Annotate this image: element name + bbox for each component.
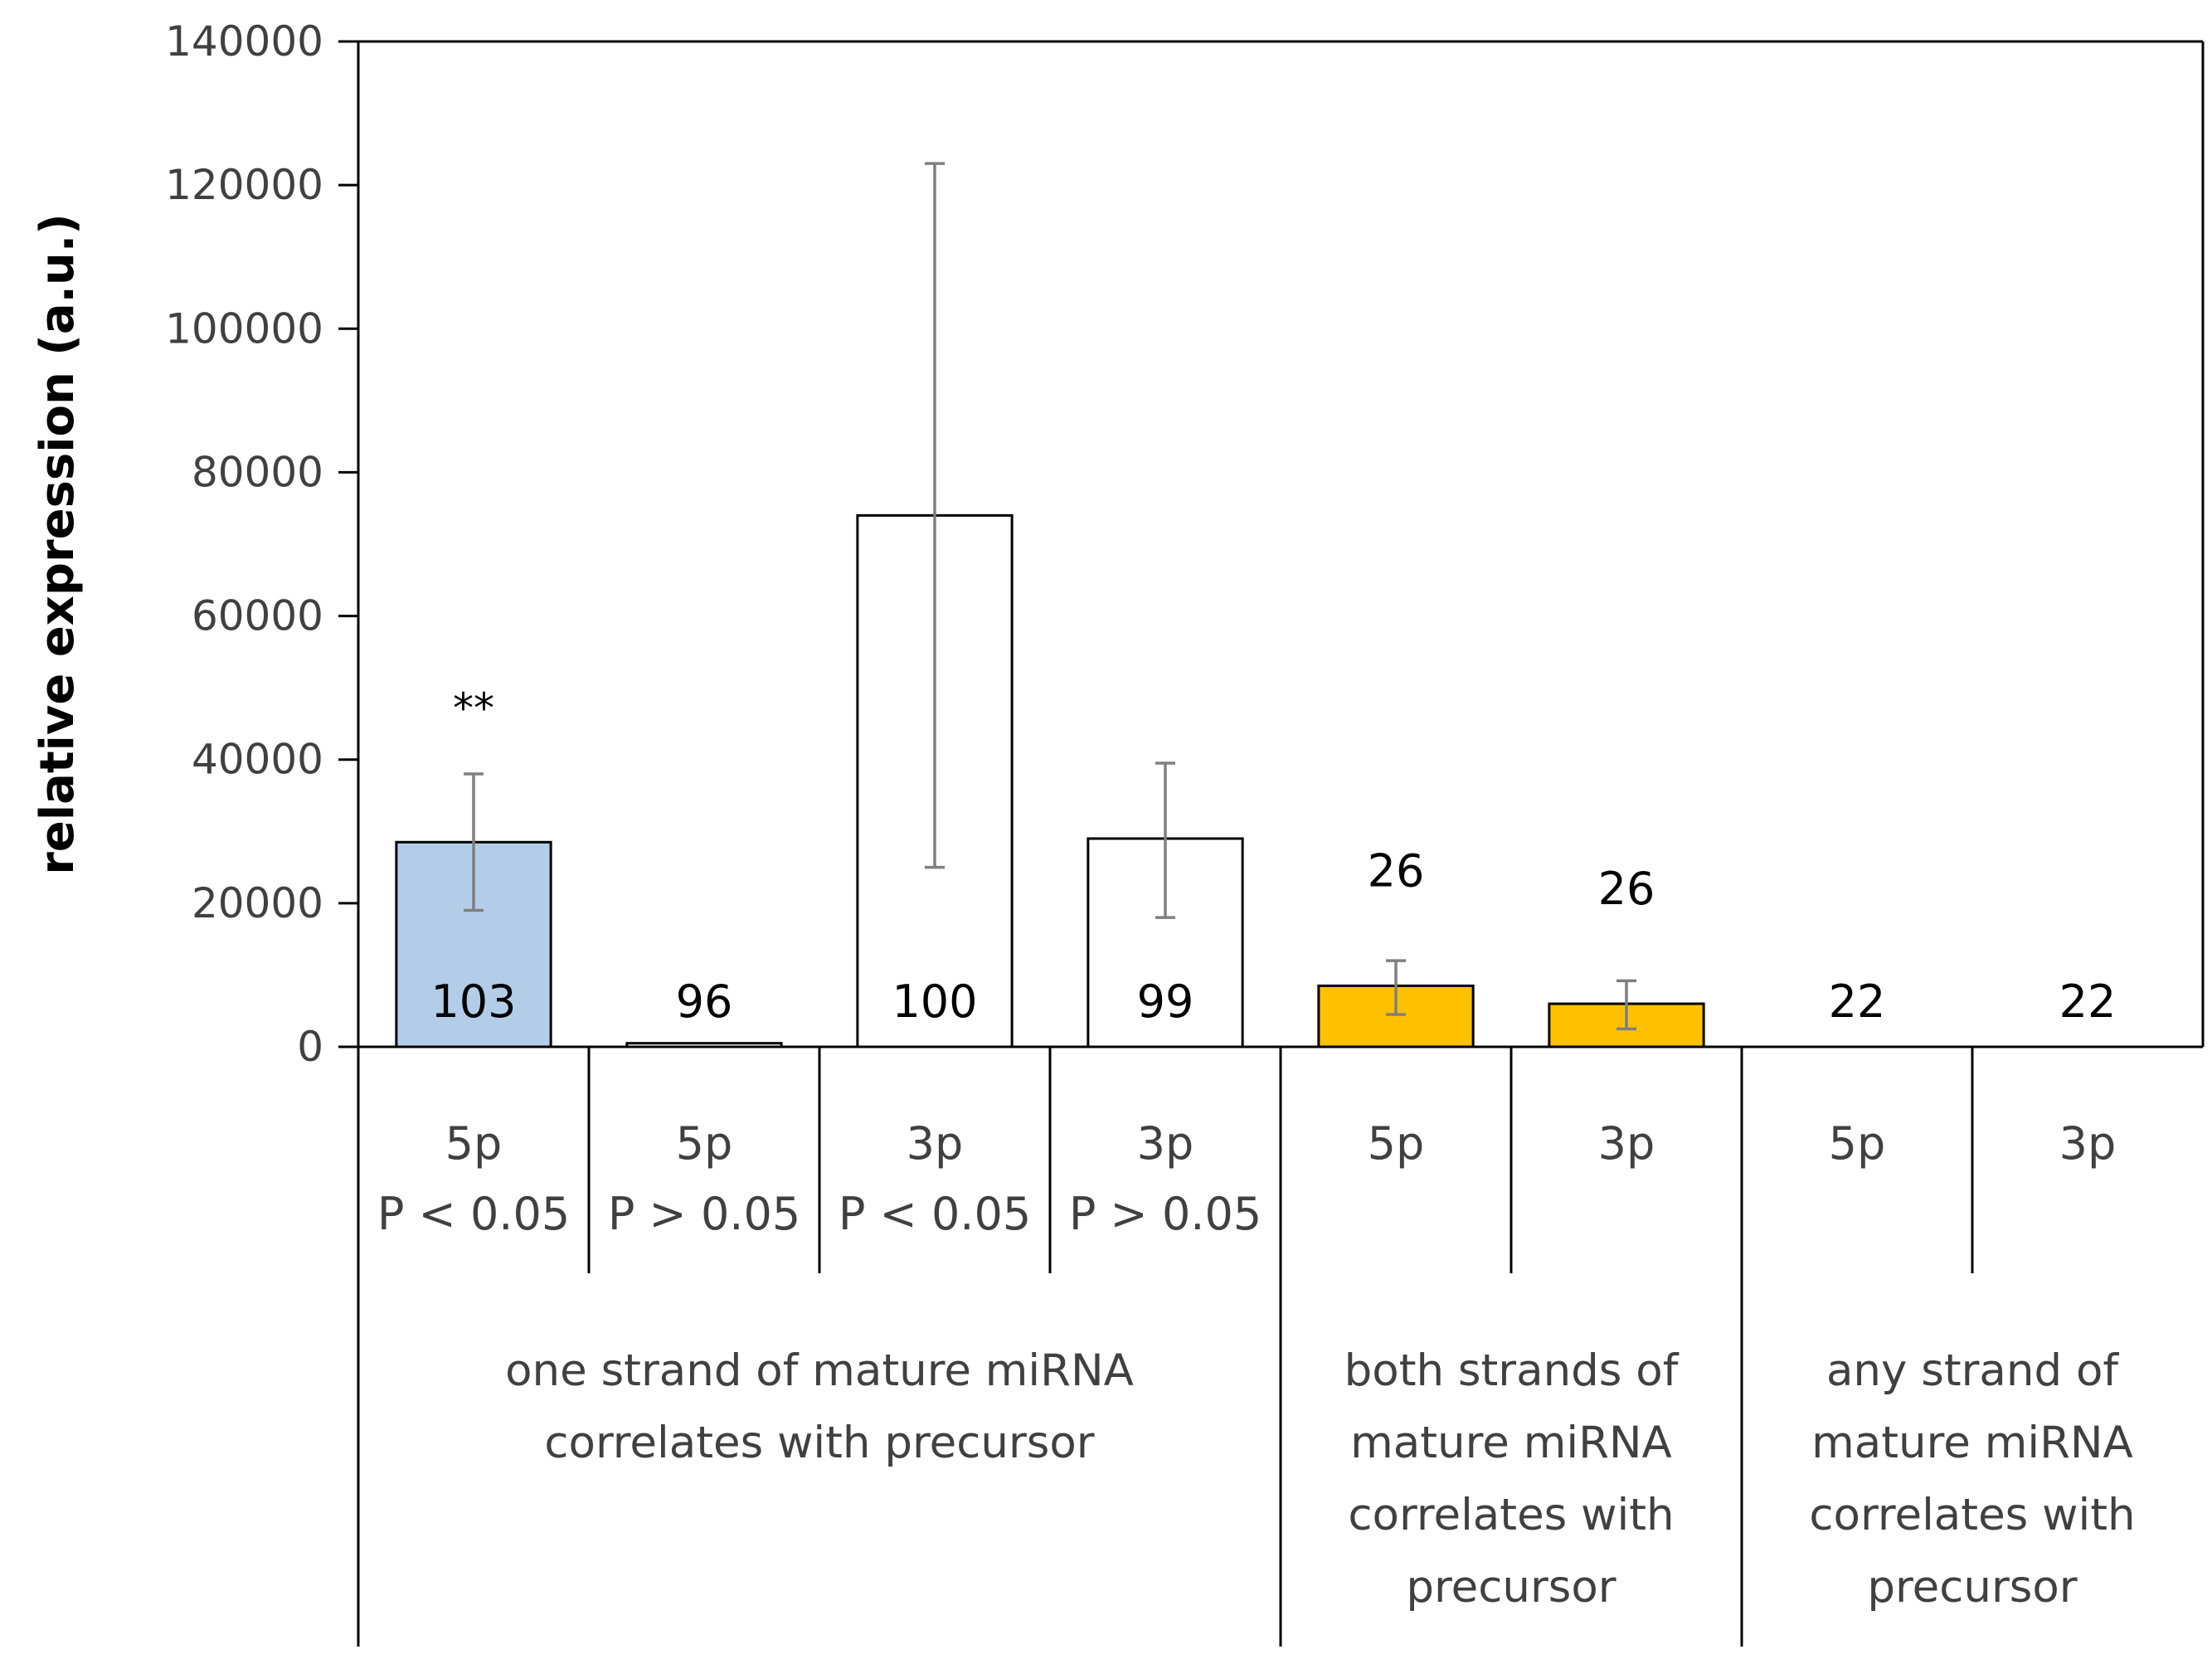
bar-count-label: 103 [430, 975, 516, 1028]
group-label-line: correlates with precursor [544, 1418, 1094, 1468]
group-label-line: mature miRNA [1350, 1418, 1672, 1468]
group-label-line: precursor [1406, 1562, 1616, 1613]
group-label-line: both strands of [1344, 1345, 1680, 1396]
category-pvalue-label: P > 0.05 [608, 1188, 800, 1240]
category-strand-label: 3p [1598, 1117, 1655, 1170]
bar-count-label: 26 [1368, 844, 1425, 897]
bar-count-label: 22 [1829, 975, 1886, 1028]
group-label-line: one strand of mature miRNA [505, 1345, 1134, 1396]
category-pvalue-label: P < 0.05 [377, 1188, 570, 1240]
chart-frame [338, 40, 2205, 1647]
bar [625, 1042, 783, 1048]
significance-label: ** [453, 684, 494, 732]
y-tick-label: 0 [297, 1023, 323, 1071]
category-strand-label: 5p [676, 1117, 733, 1170]
group-label-line: precursor [1867, 1562, 2077, 1613]
group-label-line: correlates with [1809, 1490, 2135, 1540]
y-tick-label: 40000 [192, 736, 323, 784]
y-axis-title: relative expression (a.u.) [31, 213, 85, 874]
group-label-line: any strand of [1826, 1345, 2119, 1396]
bar-layer [395, 513, 1705, 1048]
label-layer: 0 20000 40000 60000 80000 100000 120000 140000 r… [31, 17, 2136, 1613]
y-tick-label: 20000 [192, 879, 323, 927]
category-strand-label: 3p [2059, 1117, 2117, 1170]
bar-count-label: 22 [2059, 975, 2117, 1028]
bar-count-label: 26 [1598, 863, 1655, 915]
y-tick-label: 100000 [165, 304, 323, 353]
y-tick-label: 80000 [192, 448, 323, 496]
group-label-line: correlates with [1348, 1490, 1674, 1540]
error-bar-layer [464, 162, 1636, 1031]
category-pvalue-label: P < 0.05 [839, 1188, 1031, 1240]
category-strand-label: 5p [445, 1117, 503, 1170]
bar-count-label: 100 [892, 975, 977, 1028]
category-strand-label: 3p [1137, 1117, 1194, 1170]
group-label-line: mature miRNA [1811, 1418, 2133, 1468]
bar-count-label: 96 [676, 975, 733, 1028]
bar-count-label: 99 [1137, 975, 1194, 1028]
category-strand-label: 5p [1368, 1117, 1425, 1170]
category-strand-label: 3p [907, 1117, 964, 1170]
category-strand-label: 5p [1829, 1117, 1886, 1170]
y-tick-label: 140000 [165, 17, 323, 66]
y-tick-label: 120000 [165, 161, 323, 209]
category-pvalue-label: P > 0.05 [1069, 1188, 1262, 1240]
y-tick-label: 60000 [192, 592, 323, 640]
